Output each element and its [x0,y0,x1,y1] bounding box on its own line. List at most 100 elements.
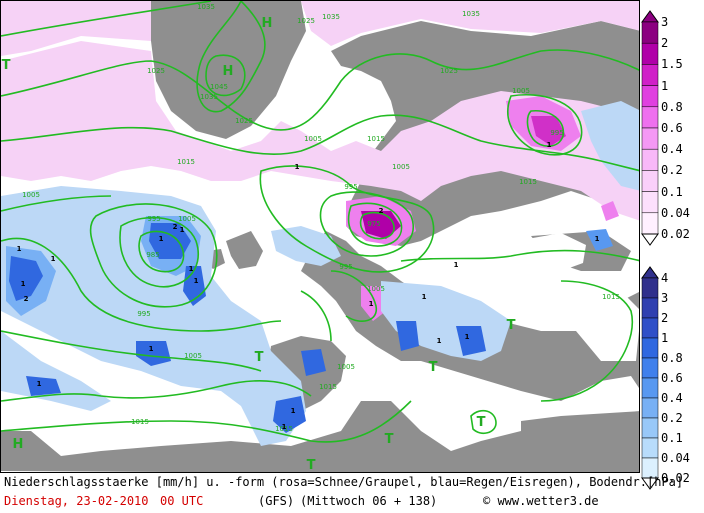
snow-legend-value: 0.04 [661,205,690,220]
run-date: Dienstag, 23-02-2010 [4,494,149,508]
isobar-value-label: 1005 [337,363,355,371]
rain-legend-value: 0.4 [661,391,683,405]
isobar-value-label: 1015 [519,178,537,186]
rain-legend-value: 0.2 [661,411,683,425]
precip-rate-label: 1 [189,265,194,273]
isobar-value-label: 985 [146,251,159,259]
precip-rate-label: 1 [465,333,470,341]
high-pressure-marker: H [13,437,24,452]
snow-legend-swatch [641,64,659,86]
precip-rate-label: 1 [21,280,26,288]
snow-legend-swatch [641,148,659,171]
isobar-layer [1,1,639,443]
isobar-value-label: 1005 [512,87,530,95]
low-pressure-marker: T [507,318,516,333]
snow-legend-swatch [641,212,659,235]
isobar-value-label: 995 [137,310,150,318]
rain-legend-swatch [641,437,659,459]
rain-legend-top-arrow [641,266,659,279]
rain-legend-bottom-arrow [641,477,659,490]
isobar-labels: 1035 1035 1035 1025 1025 1025 1045 1035 1025 1005… [22,3,620,433]
precip-rate-label: 1 [37,380,42,388]
snow-legend-swatch [641,106,659,129]
rain-legend-bar [641,266,659,490]
low-pressure-marker: T [429,360,438,375]
isobar-value-label: 1035 [197,3,215,11]
rain-legend-value: 0.02 [661,471,690,485]
isobar-value-label: 995 [344,183,357,191]
rain-legend-value: 1 [661,331,669,345]
isobar-value-label: 1015 [319,383,337,391]
precip-rate-label: 1 [159,235,164,243]
isobar-value-label: 1025 [297,17,315,25]
map-description: Niederschlagsstaerke [mm/h] u. -form (ro… [4,475,684,489]
sea-layer [351,233,639,421]
isobar-value-label: 1015 [367,135,385,143]
rain-legend-value: 0.6 [661,371,683,385]
map-canvas: 1035 1035 1035 1025 1025 1025 1045 1035 1025 1005… [1,1,639,473]
snow-legend-swatch [641,42,659,65]
snow-legend-value: 0.02 [661,227,690,241]
pressure-centers: H H T T T T T T T H [2,16,516,473]
low-pressure-marker: T [307,458,316,473]
rain-legend-value: 0.1 [661,431,683,445]
isobar-value-label: 995 [339,263,352,271]
snow-legend-top-arrow [641,10,659,23]
precip-rate-label: 1 [547,141,552,149]
snow-legend-value: 0.2 [661,163,683,178]
rain-legend: 4 3 2 1 0.8 0.6 0.4 0.2 0.1 0.04 0.02 [641,266,704,490]
low-pressure-marker: T [385,432,394,447]
isobar-value-label: 1015 [275,425,293,433]
precip-rate-label: 1 [369,300,374,308]
isobar-value-label: 1035 [200,93,218,101]
snow-legend-swatch [641,170,659,192]
isobar-value-label: 1005 [22,191,40,199]
snow-precip-layer [1,1,639,321]
snow-legend-bar [641,10,659,246]
high-pressure-marker: H [223,64,234,79]
precip-rate-label: 1 [437,337,442,345]
rain-legend-swatch [641,297,659,319]
isobar-value-label: 1025 [235,117,253,125]
rain-legend-value: 2 [661,311,669,325]
precip-rate-label: 1 [282,423,287,431]
isobar-value-label: 995 [147,215,160,223]
isobar-value-label: 1035 [462,10,480,18]
precip-rate-label: 2 [173,223,178,231]
precip-rate-label: 1 [422,293,427,301]
isobar-value-label: 1005 [392,163,410,171]
precip-rate-label: 1 [149,345,154,353]
model-name: (GFS) [258,494,295,508]
snow-legend-value: 0.6 [661,121,683,135]
isobar-value-label: 975 [367,220,380,228]
precip-rate-label: 2 [379,207,384,215]
isobar-value-label: 1015 [131,418,149,426]
rain-legend-swatch [641,377,659,399]
low-pressure-marker: T [477,415,486,430]
rain-legend-value: 3 [661,291,669,305]
precip-rate-label: 1 [17,245,22,253]
low-pressure-marker: T [255,350,264,365]
precip-rate-label: 1 [194,277,199,285]
rain-legend-swatch [641,357,659,379]
rain-legend-value: 0.8 [661,351,683,365]
isobar-value-label: 1005 [184,352,202,360]
map-footer: Niederschlagsstaerke [mm/h] u. -form (ro… [0,473,683,513]
run-time: 00 UTC [160,494,204,508]
snow-legend-swatch [641,21,659,44]
high-pressure-marker: H [262,16,273,31]
rain-legend-swatch [641,337,659,359]
snow-legend-value: 0.1 [661,184,683,199]
rain-legend-swatch [641,397,659,419]
copyright-link[interactable]: © www.wetter3.de [483,494,599,508]
precip-rate-label: 1 [454,261,459,269]
snow-legend-value: 0.8 [661,99,683,114]
isobar-value-label: 1025 [147,67,165,75]
rain-legend-swatch [641,317,659,339]
precip-rate-label: 1 [51,255,56,263]
snow-legend-value: 1 [661,78,669,93]
valid-time: (Mittwoch 06 + 138) [300,494,438,508]
isobar-value-label: 1015 [602,293,620,301]
rain-legend-swatch [641,417,659,439]
